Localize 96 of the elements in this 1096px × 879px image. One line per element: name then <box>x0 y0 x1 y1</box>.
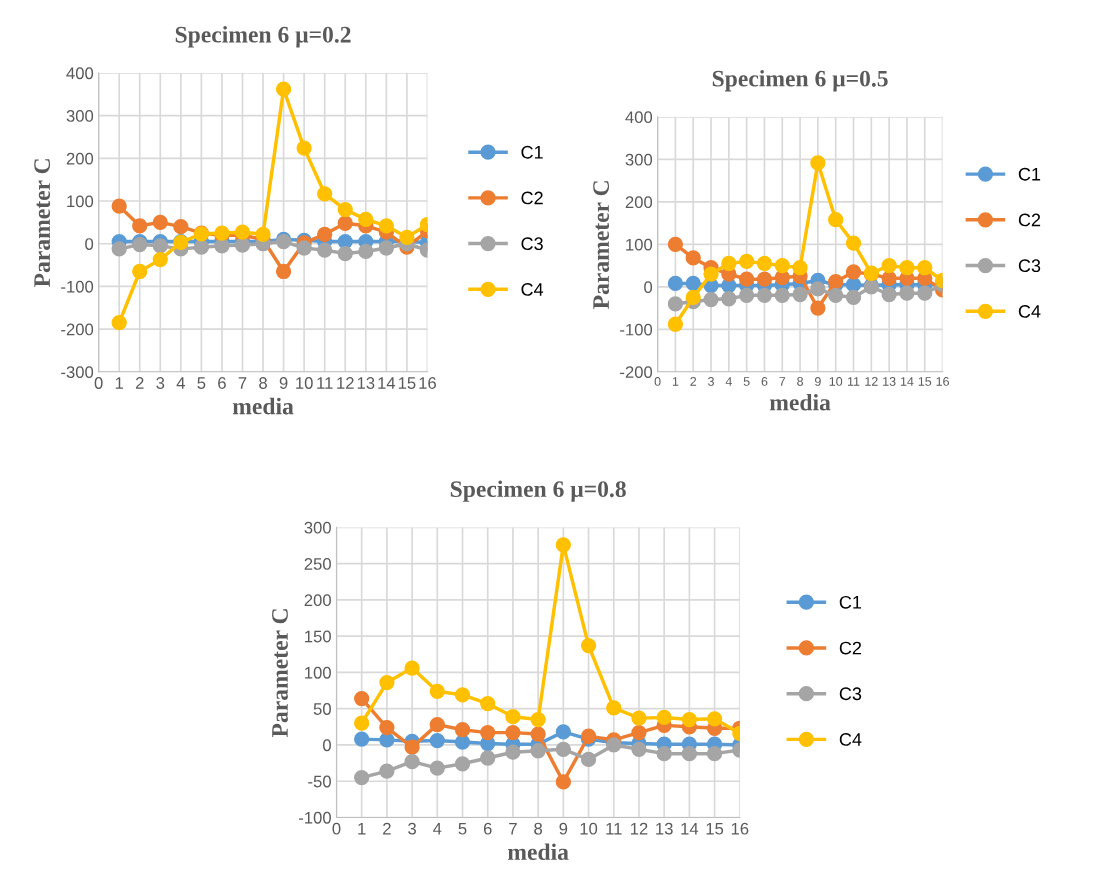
legend-label: C3 <box>1018 259 1041 273</box>
x-tick-label: 6 <box>761 377 768 386</box>
y-tick-label: 100 <box>67 195 94 208</box>
x-tick-label: 15 <box>918 377 932 386</box>
x-tick-label: 15 <box>398 377 416 389</box>
legend-label: C1 <box>839 595 862 609</box>
legend-label: C4 <box>521 283 544 296</box>
x-tick-label: 16 <box>936 377 949 386</box>
x-tick-label: 15 <box>706 822 724 835</box>
x-tick-label: 8 <box>534 822 543 835</box>
x-tick-label: 8 <box>259 377 267 389</box>
y-axis-title: Parameter C <box>593 181 610 309</box>
x-tick-label: 7 <box>509 822 517 835</box>
x-tick-label: 3 <box>708 377 714 386</box>
y-tick-label: -100 <box>61 280 94 293</box>
y-tick-label: 100 <box>305 666 331 679</box>
x-tick-label: 7 <box>238 377 247 389</box>
x-tick-label: 1 <box>358 822 366 835</box>
x-tick-label: 7 <box>779 377 786 386</box>
chart-title: Specimen 6 μ=0.8 <box>450 480 626 502</box>
y-tick-label: 100 <box>626 238 653 251</box>
y-tick-label: 300 <box>66 110 94 122</box>
y-tick-label: 300 <box>304 521 331 534</box>
y-tick-label: 250 <box>304 558 331 570</box>
chart-title: Specimen 6 μ=0.5 <box>712 69 888 92</box>
x-tick-label: 13 <box>883 377 896 386</box>
x-tick-label: 11 <box>606 822 622 835</box>
y-tick-label: 200 <box>625 196 653 209</box>
y-tick-label: -100 <box>299 811 331 824</box>
x-tick-label: 2 <box>690 377 697 386</box>
y-tick-label: -50 <box>308 775 331 788</box>
x-tick-label: 6 <box>218 377 226 389</box>
legend-label: C3 <box>839 687 862 701</box>
x-axis-title: media <box>769 393 831 411</box>
legend-label: C2 <box>521 191 543 205</box>
x-tick-label: 10 <box>296 377 313 389</box>
x-tick-label: 8 <box>797 377 804 386</box>
x-tick-label: 0 <box>654 377 661 386</box>
x-tick-label: 14 <box>900 377 914 386</box>
x-tick-label: 1 <box>672 377 679 386</box>
x-tick-label: 3 <box>408 822 416 835</box>
y-tick-label: -200 <box>620 366 653 379</box>
y-tick-label: -100 <box>620 323 653 336</box>
x-tick-label: 11 <box>317 377 333 389</box>
x-tick-label: 10 <box>580 822 598 835</box>
y-tick-label: 300 <box>625 153 653 166</box>
x-tick-label: 4 <box>176 377 185 389</box>
x-tick-label: 4 <box>433 822 442 835</box>
x-tick-label: 14 <box>681 822 699 835</box>
x-tick-label: 16 <box>419 377 436 389</box>
x-tick-label: 5 <box>197 377 206 389</box>
y-tick-label: 150 <box>305 630 331 643</box>
x-tick-label: 9 <box>815 377 821 386</box>
chart-title: Specimen 6 μ=0.2 <box>175 26 351 48</box>
y-axis-title: Parameter C <box>272 609 288 738</box>
y-tick-label: 400 <box>625 111 653 124</box>
legend-label: C4 <box>839 733 862 746</box>
x-tick-label: 5 <box>458 822 467 835</box>
y-tick-label: 200 <box>66 152 94 165</box>
x-tick-label: 12 <box>865 377 878 386</box>
x-axis-title: media <box>507 843 569 861</box>
y-tick-label: 0 <box>322 739 331 752</box>
x-tick-label: 9 <box>279 377 288 389</box>
x-tick-label: 5 <box>743 377 750 386</box>
legend-label: C1 <box>521 145 543 159</box>
x-tick-label: 2 <box>383 822 391 835</box>
x-tick-label: 14 <box>378 377 396 389</box>
x-tick-label: 16 <box>731 822 749 835</box>
y-tick-label: 200 <box>304 594 331 607</box>
y-axis-title: Parameter C <box>34 159 51 287</box>
x-tick-label: 13 <box>656 822 673 835</box>
x-axis-title: media <box>232 397 294 415</box>
x-tick-label: 0 <box>332 822 341 835</box>
legend-label: C2 <box>1018 213 1041 227</box>
x-tick-label: 4 <box>725 377 732 386</box>
x-tick-label: 0 <box>94 377 103 389</box>
y-tick-label: 50 <box>313 703 331 715</box>
y-tick-label: -200 <box>61 323 94 336</box>
x-tick-label: 12 <box>630 822 648 835</box>
x-tick-label: 13 <box>357 377 375 389</box>
x-tick-label: 3 <box>156 377 165 389</box>
legend-label: C2 <box>839 641 862 655</box>
x-tick-label: 12 <box>337 377 354 389</box>
y-tick-label: 0 <box>85 238 94 250</box>
y-tick-label: 0 <box>644 281 653 294</box>
legend-label: C4 <box>1018 305 1041 318</box>
y-tick-label: -300 <box>61 366 94 379</box>
x-tick-label: 9 <box>559 822 568 835</box>
legend-label: C3 <box>521 237 543 251</box>
x-tick-label: 6 <box>483 822 492 835</box>
x-tick-label: 2 <box>135 377 144 389</box>
y-tick-label: 400 <box>66 67 94 80</box>
x-tick-label: 1 <box>115 377 124 389</box>
legend-label: C1 <box>1018 167 1041 181</box>
x-tick-label: 11 <box>847 377 860 386</box>
x-tick-label: 10 <box>829 377 843 386</box>
